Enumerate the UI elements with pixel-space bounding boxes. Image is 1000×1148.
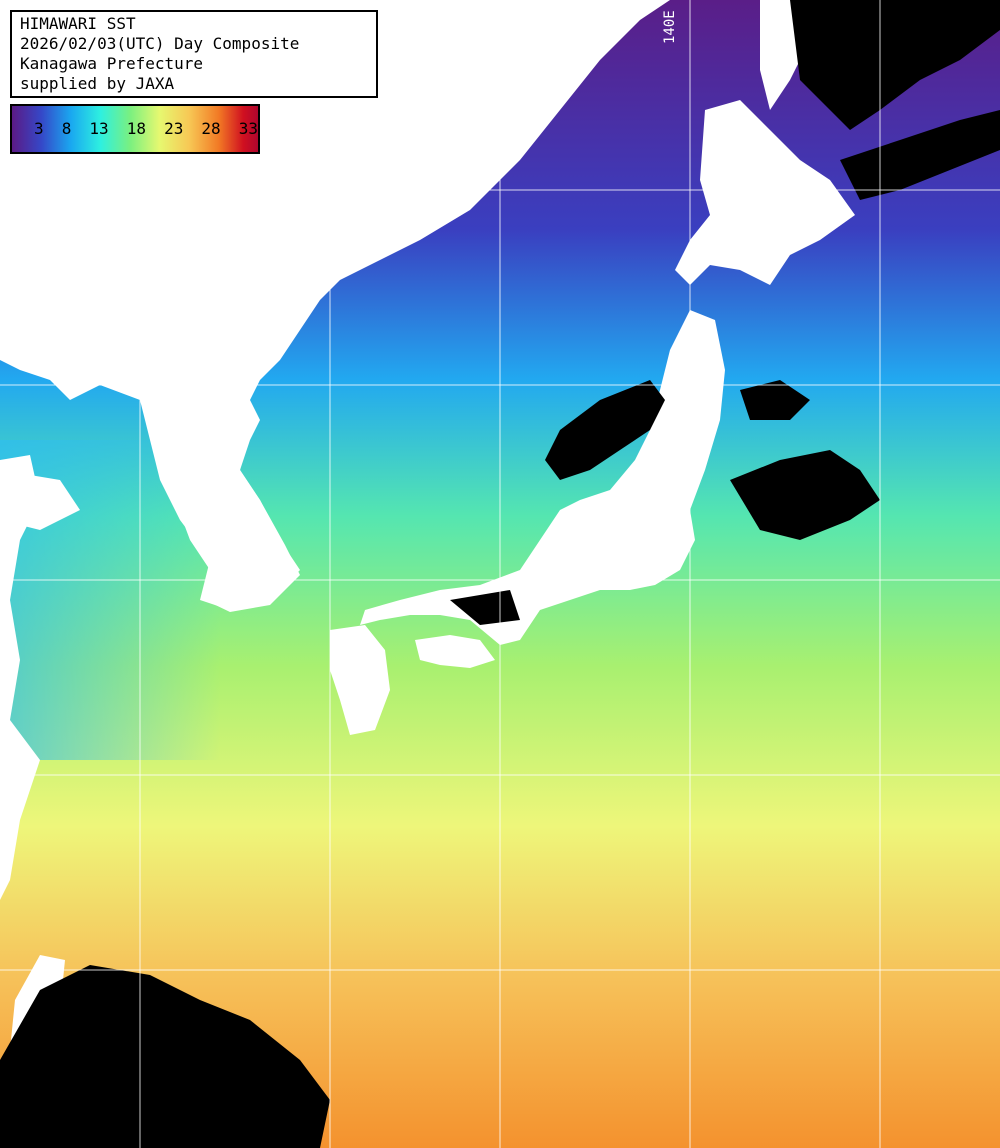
land-hokkaido bbox=[675, 100, 855, 285]
land-china-coast bbox=[0, 455, 40, 900]
cloud-mask-tohoku bbox=[545, 380, 665, 480]
region-line: Kanagawa Prefecture bbox=[20, 54, 204, 73]
longitude-label-140e: 140E bbox=[662, 10, 678, 44]
map-title-box: HIMAWARI SST 2026/02/03(UTC) Day Composi… bbox=[10, 10, 378, 98]
date-line: 2026/02/03(UTC) Day Composite bbox=[20, 34, 300, 53]
legend-tick: 8 bbox=[61, 119, 72, 138]
legend-tick: 28 bbox=[201, 119, 221, 138]
cloud-mask-northeast bbox=[790, 0, 1000, 130]
title-line: HIMAWARI SST bbox=[20, 14, 136, 33]
land-shikoku bbox=[415, 635, 495, 668]
temperature-legend: 3 8 13 18 23 28 33 bbox=[10, 104, 260, 154]
cloud-mask-pacific bbox=[730, 450, 880, 540]
legend-tick: 33 bbox=[238, 119, 258, 138]
credit-line: supplied by JAXA bbox=[20, 74, 175, 93]
legend-tick: 18 bbox=[126, 119, 146, 138]
cloud-mask-east-coast bbox=[740, 380, 810, 420]
legend-tick: 13 bbox=[89, 119, 109, 138]
legend-tick: 3 bbox=[34, 119, 44, 138]
cloud-mask-south bbox=[0, 965, 330, 1148]
land-korea bbox=[160, 395, 300, 612]
land-shandong bbox=[0, 470, 80, 530]
land-honshu bbox=[360, 310, 725, 645]
land-kyushu bbox=[330, 625, 390, 735]
legend-ticks: 3 8 13 18 23 28 33 bbox=[34, 119, 258, 138]
latitude-label-40n: 40N bbox=[4, 352, 30, 368]
legend-tick: 23 bbox=[164, 119, 184, 138]
cloud-mask-setouchi bbox=[450, 590, 520, 625]
